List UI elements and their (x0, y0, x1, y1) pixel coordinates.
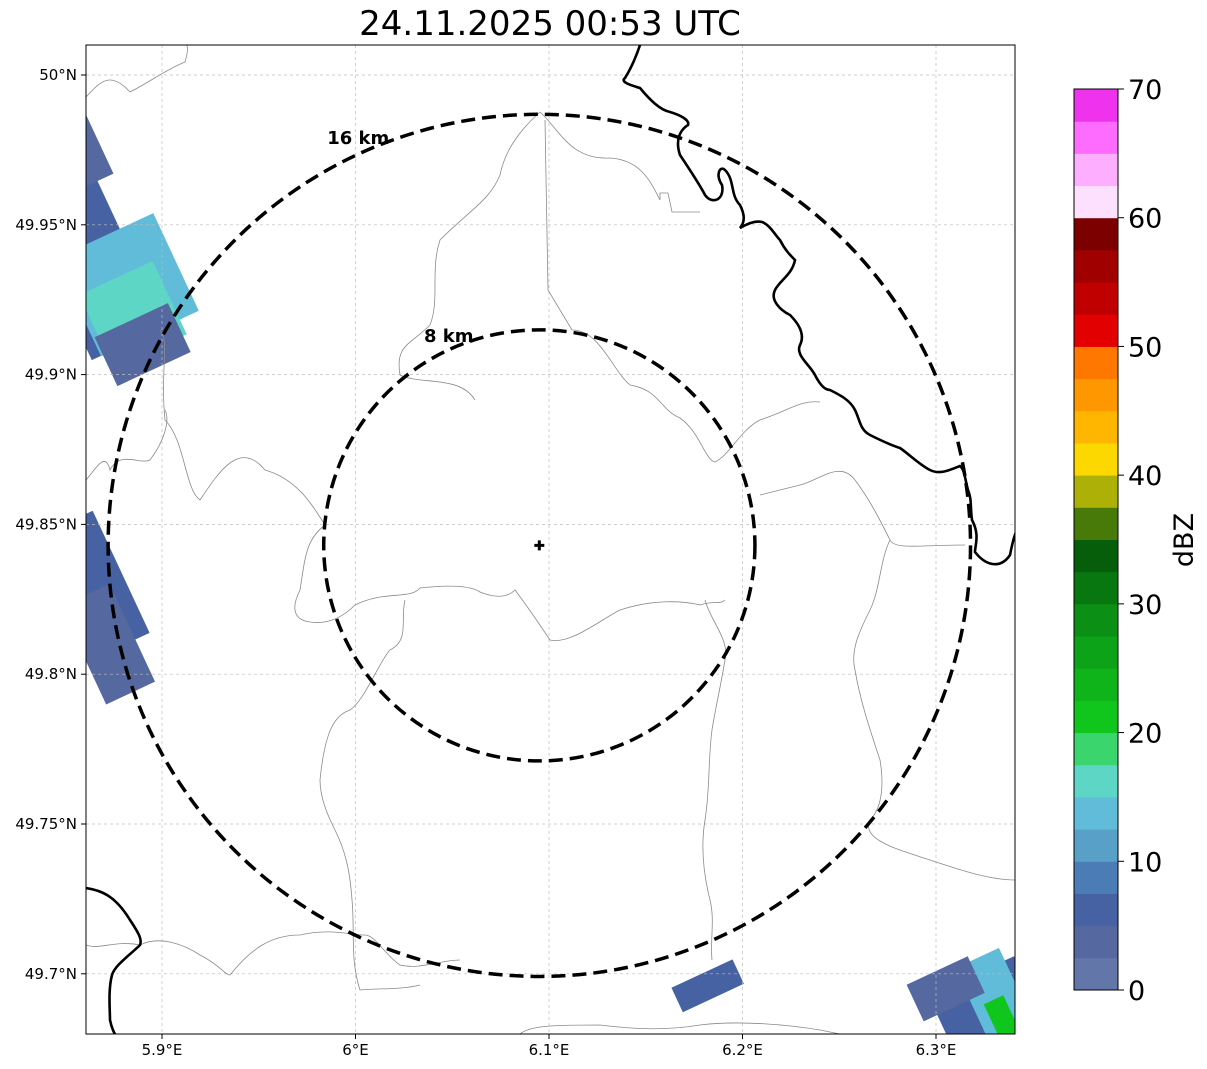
range-ring (321, 328, 757, 763)
colorbar-tick-label: 10 (1128, 847, 1162, 878)
colorbar-segment (1074, 89, 1118, 122)
range-ring-label: 16 km (327, 128, 389, 149)
colorbar-segment (1074, 442, 1118, 476)
range-ring (106, 112, 973, 979)
lon-tick-label: 6.3°E (916, 1041, 957, 1059)
colorbar-segment (1074, 185, 1118, 219)
map-axes: 5.9°E 6°E 6.1°E 6.2°E 6.3°E 50°N 49.95°N 49.9°N… (15, 66, 956, 1059)
colorbar-segment (1074, 153, 1118, 187)
colorbar-segment (1074, 571, 1118, 605)
lat-tick-label: 49.75°N (15, 815, 77, 833)
dbz-colorbar: 0 10 20 30 40 50 60 70 dBZ (1073, 75, 1200, 1007)
echo-patch (983, 995, 1015, 1034)
lon-tick-label: 6.1°E (529, 1041, 570, 1059)
lon-tick-label: 6°E (342, 1041, 369, 1059)
colorbar-segment (1074, 217, 1118, 251)
lat-tick-label: 50°N (39, 66, 77, 84)
admin-boundaries (86, 45, 1015, 1034)
map-frame (85, 44, 1016, 1035)
colorbar-segment (1074, 829, 1118, 862)
colorbar-segment (1074, 893, 1118, 927)
colorbar-frame (1073, 88, 1119, 991)
echo-patch (94, 303, 191, 387)
colorbar-tick-label: 70 (1128, 75, 1162, 106)
colorbar-segment (1074, 861, 1118, 894)
colorbar-segment (1074, 700, 1118, 734)
lon-tick-label: 6.2°E (722, 1041, 763, 1059)
colorbar-segment (1074, 764, 1118, 798)
colorbar-segment (1074, 603, 1118, 637)
colorbar-tick-label: 50 (1128, 332, 1162, 363)
lat-tick-label: 49.95°N (15, 216, 77, 234)
colorbar-segment (1074, 121, 1118, 154)
colorbar-segment (1074, 314, 1118, 347)
colorbar-segment (1074, 925, 1118, 959)
colorbar-segment (1074, 475, 1118, 508)
echo-patch (86, 584, 156, 705)
lon-tick-label: 5.9°E (142, 1041, 183, 1059)
colorbar-segment (1074, 636, 1118, 669)
lat-tick-label: 49.9°N (25, 366, 77, 384)
colorbar-segment (1074, 668, 1118, 701)
colorbar-tick-label: 40 (1128, 461, 1162, 492)
range-rings: 8 km 16 km (106, 112, 973, 979)
lat-tick-label: 49.7°N (25, 965, 77, 983)
colorbar-segment (1074, 957, 1118, 991)
map-title: 24.11.2025 00:53 UTC (359, 4, 741, 44)
colorbar-label: dBZ (1169, 513, 1200, 567)
colorbar-segment (1074, 410, 1118, 444)
colorbar-segment (1074, 249, 1118, 283)
range-ring-label: 8 km (424, 326, 474, 347)
lat-tick-label: 49.8°N (25, 665, 77, 683)
colorbar-segment (1074, 378, 1118, 412)
echo-patch (671, 959, 744, 1013)
colorbar-tick-label: 60 (1128, 204, 1162, 235)
colorbar-segment (1074, 507, 1118, 540)
echo-patch (906, 956, 985, 1022)
lat-tick-label: 49.85°N (15, 515, 77, 533)
colorbar-tick-label: 20 (1128, 719, 1162, 750)
colorbar-segment (1074, 346, 1118, 380)
colorbar-tick-label: 30 (1128, 590, 1162, 621)
echo-patch (86, 112, 114, 188)
national-border (86, 45, 1015, 1034)
colorbar-segment (1074, 732, 1118, 766)
colorbar-tick-label: 0 (1128, 976, 1145, 1007)
radar-site-marker (534, 540, 545, 551)
colorbar-segment (1074, 796, 1118, 830)
colorbar-segment (1074, 282, 1118, 315)
radar-echo-layer (86, 112, 1015, 1034)
colorbar-segment (1074, 539, 1118, 573)
graticule (86, 45, 1015, 1034)
